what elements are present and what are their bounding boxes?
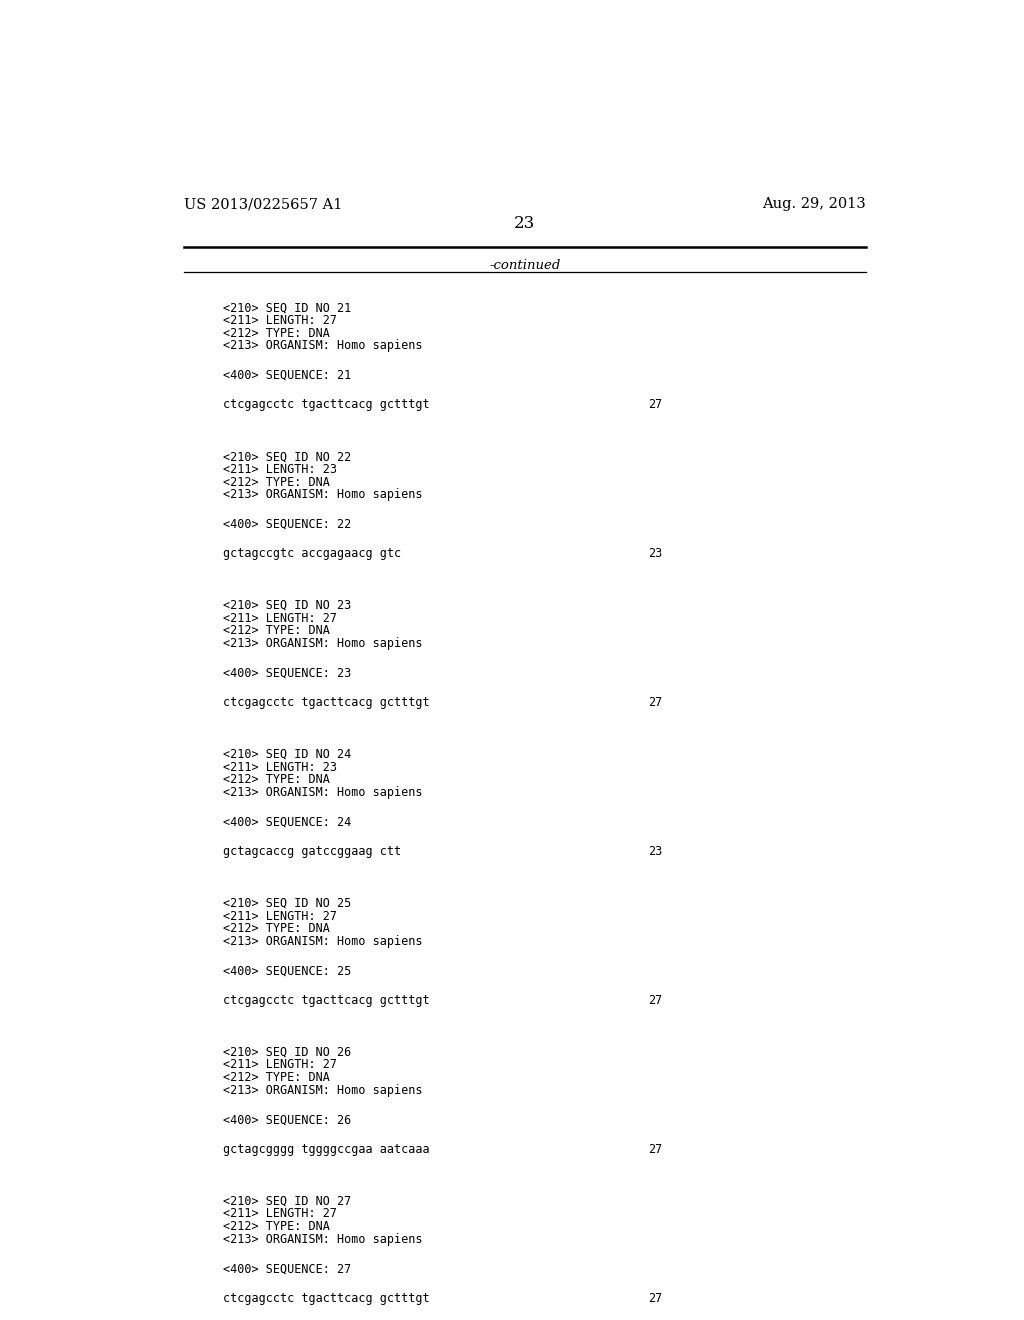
Text: <213> ORGANISM: Homo sapiens: <213> ORGANISM: Homo sapiens xyxy=(223,1233,423,1246)
Text: <212> TYPE: DNA: <212> TYPE: DNA xyxy=(223,624,330,638)
Text: 27: 27 xyxy=(648,1292,663,1304)
Text: <213> ORGANISM: Homo sapiens: <213> ORGANISM: Homo sapiens xyxy=(223,1084,423,1097)
Text: ctcgagcctc tgacttcacg gctttgt: ctcgagcctc tgacttcacg gctttgt xyxy=(223,1292,430,1304)
Text: <213> ORGANISM: Homo sapiens: <213> ORGANISM: Homo sapiens xyxy=(223,339,423,352)
Text: 27: 27 xyxy=(648,994,663,1007)
Text: <211> LENGTH: 27: <211> LENGTH: 27 xyxy=(223,314,337,327)
Text: <211> LENGTH: 27: <211> LENGTH: 27 xyxy=(223,909,337,923)
Text: <210> SEQ ID NO 21: <210> SEQ ID NO 21 xyxy=(223,301,351,314)
Text: <400> SEQUENCE: 25: <400> SEQUENCE: 25 xyxy=(223,965,351,977)
Text: -continued: -continued xyxy=(489,259,560,272)
Text: <211> LENGTH: 27: <211> LENGTH: 27 xyxy=(223,611,337,624)
Text: ctcgagcctc tgacttcacg gctttgt: ctcgagcctc tgacttcacg gctttgt xyxy=(223,696,430,709)
Text: 27: 27 xyxy=(648,399,663,412)
Text: <210> SEQ ID NO 25: <210> SEQ ID NO 25 xyxy=(223,896,351,909)
Text: <210> SEQ ID NO 23: <210> SEQ ID NO 23 xyxy=(223,599,351,612)
Text: <211> LENGTH: 23: <211> LENGTH: 23 xyxy=(223,760,337,774)
Text: 23: 23 xyxy=(514,215,536,232)
Text: <212> TYPE: DNA: <212> TYPE: DNA xyxy=(223,1071,330,1084)
Text: <400> SEQUENCE: 21: <400> SEQUENCE: 21 xyxy=(223,368,351,381)
Text: <212> TYPE: DNA: <212> TYPE: DNA xyxy=(223,774,330,787)
Text: <212> TYPE: DNA: <212> TYPE: DNA xyxy=(223,475,330,488)
Text: <400> SEQUENCE: 26: <400> SEQUENCE: 26 xyxy=(223,1113,351,1126)
Text: <210> SEQ ID NO 24: <210> SEQ ID NO 24 xyxy=(223,748,351,760)
Text: <211> LENGTH: 27: <211> LENGTH: 27 xyxy=(223,1208,337,1220)
Text: <210> SEQ ID NO 22: <210> SEQ ID NO 22 xyxy=(223,450,351,463)
Text: gctagccgtc accgagaacg gtc: gctagccgtc accgagaacg gtc xyxy=(223,548,401,560)
Text: <400> SEQUENCE: 24: <400> SEQUENCE: 24 xyxy=(223,816,351,829)
Text: <400> SEQUENCE: 22: <400> SEQUENCE: 22 xyxy=(223,517,351,531)
Text: Aug. 29, 2013: Aug. 29, 2013 xyxy=(762,197,866,211)
Text: <213> ORGANISM: Homo sapiens: <213> ORGANISM: Homo sapiens xyxy=(223,638,423,651)
Text: <211> LENGTH: 23: <211> LENGTH: 23 xyxy=(223,463,337,475)
Text: ctcgagcctc tgacttcacg gctttgt: ctcgagcctc tgacttcacg gctttgt xyxy=(223,994,430,1007)
Text: <400> SEQUENCE: 27: <400> SEQUENCE: 27 xyxy=(223,1262,351,1275)
Text: <210> SEQ ID NO 27: <210> SEQ ID NO 27 xyxy=(223,1195,351,1208)
Text: 23: 23 xyxy=(648,548,663,560)
Text: 23: 23 xyxy=(648,845,663,858)
Text: <213> ORGANISM: Homo sapiens: <213> ORGANISM: Homo sapiens xyxy=(223,785,423,799)
Text: <212> TYPE: DNA: <212> TYPE: DNA xyxy=(223,326,330,339)
Text: gctagcgggg tggggccgaa aatcaaa: gctagcgggg tggggccgaa aatcaaa xyxy=(223,1143,430,1156)
Text: ctcgagcctc tgacttcacg gctttgt: ctcgagcctc tgacttcacg gctttgt xyxy=(223,399,430,412)
Text: <213> ORGANISM: Homo sapiens: <213> ORGANISM: Homo sapiens xyxy=(223,935,423,948)
Text: <212> TYPE: DNA: <212> TYPE: DNA xyxy=(223,923,330,936)
Text: <211> LENGTH: 27: <211> LENGTH: 27 xyxy=(223,1059,337,1072)
Text: gctagcaccg gatccggaag ctt: gctagcaccg gatccggaag ctt xyxy=(223,845,401,858)
Text: <212> TYPE: DNA: <212> TYPE: DNA xyxy=(223,1220,330,1233)
Text: <213> ORGANISM: Homo sapiens: <213> ORGANISM: Homo sapiens xyxy=(223,488,423,502)
Text: <210> SEQ ID NO 26: <210> SEQ ID NO 26 xyxy=(223,1045,351,1059)
Text: <400> SEQUENCE: 23: <400> SEQUENCE: 23 xyxy=(223,667,351,680)
Text: 27: 27 xyxy=(648,1143,663,1156)
Text: US 2013/0225657 A1: US 2013/0225657 A1 xyxy=(183,197,342,211)
Text: 27: 27 xyxy=(648,696,663,709)
